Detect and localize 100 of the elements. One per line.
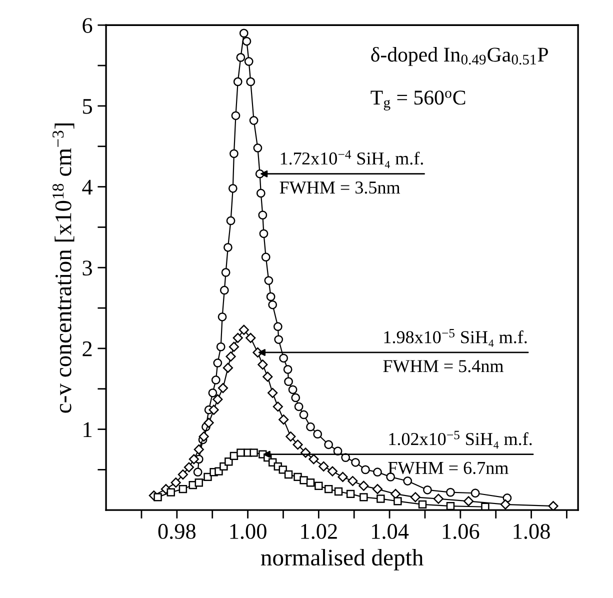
point: [360, 493, 368, 502]
point: [373, 468, 382, 477]
point: [284, 470, 293, 479]
point: [258, 210, 268, 220]
point: [258, 360, 268, 370]
point: [250, 448, 258, 457]
point: [300, 476, 308, 484]
point: [327, 466, 338, 476]
point: [228, 184, 238, 193]
point: [464, 496, 474, 506]
point: [372, 484, 383, 494]
point: [273, 322, 282, 332]
y-tick-label: 3: [82, 260, 92, 276]
point: [218, 382, 228, 394]
y-axis-title: c-v concentration [x10$^{18}$ cm$^{−3}$]: [52, 123, 74, 413]
point: [500, 499, 510, 510]
point: [390, 488, 401, 499]
point: [470, 488, 480, 498]
point: [360, 465, 370, 474]
y-tick-label: 6: [82, 18, 92, 34]
point: [284, 377, 293, 386]
point: [299, 410, 308, 420]
point: [446, 488, 455, 497]
point: [194, 478, 203, 487]
point: [166, 488, 175, 496]
point: [154, 493, 162, 502]
point: [208, 404, 219, 415]
point: [308, 454, 319, 464]
point: [193, 468, 202, 477]
point: [230, 149, 238, 158]
x-tick-label: 1.02: [301, 524, 337, 540]
point: [279, 354, 288, 363]
x-tick-label: 1.04: [372, 524, 409, 540]
point: [358, 480, 369, 491]
point: [228, 342, 240, 352]
point: [231, 111, 240, 120]
point: [218, 312, 227, 322]
point: [204, 472, 212, 482]
y-tick-label: 5: [83, 99, 92, 114]
point: [346, 490, 355, 498]
point: [212, 394, 223, 404]
y-tick-label: 2: [82, 341, 92, 356]
point: [170, 478, 181, 488]
point: [446, 502, 455, 510]
point: [306, 422, 315, 432]
point: [324, 484, 333, 494]
point: [242, 36, 252, 46]
point: [294, 402, 304, 412]
point: [194, 444, 204, 455]
annotation: 1.02x10$^{−5}$ SiH₄ m.f. FWHM = 6.7nm: [388, 430, 532, 474]
annotation: 1.98x10$^{−5}$ SiH₄ m.f. FWHM = 5.4nm: [383, 329, 527, 372]
point: [418, 500, 427, 509]
point: [376, 494, 385, 503]
point: [211, 376, 220, 384]
x-tick-label: 0.98: [158, 524, 196, 540]
point: [236, 53, 246, 62]
point: [236, 448, 245, 457]
point: [266, 292, 276, 302]
point: [264, 276, 274, 285]
point: [272, 402, 283, 412]
point: [188, 454, 199, 464]
point: [226, 351, 236, 362]
point: [224, 242, 232, 252]
annotation: δ-doped In$_{0.49}$Ga$_{0.51}$P: [371, 46, 548, 66]
point: [288, 385, 298, 394]
point: [268, 300, 278, 310]
point: [233, 77, 242, 86]
point: [204, 418, 214, 428]
point: [253, 144, 262, 152]
point: [324, 440, 334, 450]
point: [184, 462, 194, 472]
point: [259, 229, 268, 238]
point: [221, 268, 230, 277]
point: [410, 492, 420, 502]
point: [239, 28, 248, 38]
point: [334, 487, 343, 496]
point: [313, 430, 322, 439]
point: [249, 116, 258, 125]
point: [403, 476, 412, 486]
point: [224, 458, 233, 466]
point: [220, 286, 229, 295]
x-tick-label: 1.00: [230, 524, 266, 540]
point: [291, 393, 300, 402]
point: [292, 440, 303, 450]
point: [286, 431, 296, 442]
point: [246, 77, 256, 86]
point: [351, 458, 360, 467]
point: [314, 482, 323, 490]
point: [244, 57, 254, 66]
point: [213, 358, 222, 368]
point: [433, 494, 444, 504]
point: [306, 478, 315, 487]
point: [238, 324, 249, 335]
y-tick-label: 1: [84, 422, 92, 437]
point: [318, 461, 329, 472]
point: [222, 362, 233, 373]
point: [216, 342, 226, 352]
point: [262, 372, 273, 382]
point: [198, 431, 209, 442]
point: [278, 414, 289, 425]
